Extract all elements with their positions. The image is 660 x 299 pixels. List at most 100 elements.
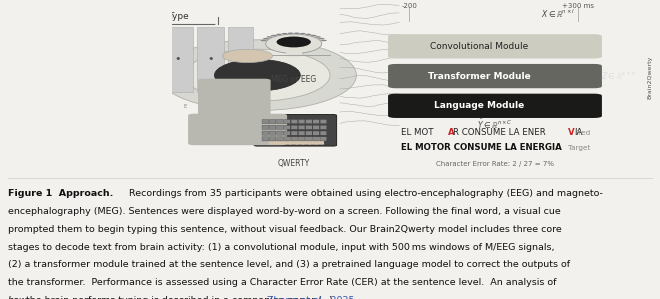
Text: the brain performs typing is described in a companion paper (: the brain performs typing is described i… xyxy=(23,296,322,299)
Text: Recordings from 35 participants were obtained using electro-encephalography (EEG: Recordings from 35 participants were obt… xyxy=(123,189,603,198)
Text: how: how xyxy=(8,296,28,299)
FancyBboxPatch shape xyxy=(269,131,276,135)
Text: Language Module: Language Module xyxy=(434,101,524,110)
Text: 128 sentences per session
5 – 8 words per sentence: 128 sentences per session 5 – 8 words pe… xyxy=(24,127,121,140)
Circle shape xyxy=(263,38,269,39)
FancyBboxPatch shape xyxy=(291,125,298,129)
FancyBboxPatch shape xyxy=(111,28,156,92)
Ellipse shape xyxy=(214,60,300,91)
FancyBboxPatch shape xyxy=(16,27,56,92)
FancyBboxPatch shape xyxy=(291,120,298,124)
Circle shape xyxy=(300,33,306,34)
Text: •: • xyxy=(174,54,181,65)
Text: EL: EL xyxy=(31,55,42,64)
FancyBboxPatch shape xyxy=(313,137,319,141)
Circle shape xyxy=(315,36,321,38)
Circle shape xyxy=(306,34,312,35)
FancyBboxPatch shape xyxy=(277,137,283,141)
FancyBboxPatch shape xyxy=(289,137,298,145)
Text: •: • xyxy=(237,54,244,65)
FancyBboxPatch shape xyxy=(262,120,269,124)
FancyBboxPatch shape xyxy=(284,125,290,129)
Text: MEG or EEG: MEG or EEG xyxy=(271,75,316,84)
FancyBboxPatch shape xyxy=(302,137,311,145)
FancyBboxPatch shape xyxy=(12,28,51,93)
FancyBboxPatch shape xyxy=(320,137,327,141)
Text: Zhang et al., 2025: Zhang et al., 2025 xyxy=(267,296,355,299)
FancyBboxPatch shape xyxy=(388,64,602,88)
FancyBboxPatch shape xyxy=(306,131,312,135)
Text: Target: Target xyxy=(568,145,591,151)
FancyBboxPatch shape xyxy=(198,79,271,121)
FancyBboxPatch shape xyxy=(388,34,602,59)
FancyBboxPatch shape xyxy=(320,120,327,124)
Text: IA: IA xyxy=(574,129,583,138)
Text: EL MOTOR CONSUME LA ENERGIA: EL MOTOR CONSUME LA ENERGIA xyxy=(401,143,562,152)
Text: Brain2Qwerty: Brain2Qwerty xyxy=(647,55,653,99)
FancyBboxPatch shape xyxy=(291,137,298,141)
Ellipse shape xyxy=(277,36,311,48)
FancyBboxPatch shape xyxy=(306,125,312,129)
FancyBboxPatch shape xyxy=(282,137,291,145)
Circle shape xyxy=(271,35,277,36)
FancyBboxPatch shape xyxy=(298,125,305,129)
Text: prompted them to begin typing this sentence, without visual feedback. Our Brain2: prompted them to begin typing this sente… xyxy=(8,225,562,234)
FancyBboxPatch shape xyxy=(320,125,327,129)
FancyBboxPatch shape xyxy=(298,120,305,124)
Text: •: • xyxy=(207,54,214,65)
FancyBboxPatch shape xyxy=(58,28,108,92)
Circle shape xyxy=(294,33,300,34)
FancyBboxPatch shape xyxy=(298,137,305,141)
Text: 1.5 s: 1.5 s xyxy=(150,104,164,109)
Text: $\hat{Y} \in \mathbb{R}^{n\times C}$: $\hat{Y} \in \mathbb{R}^{n\times C}$ xyxy=(477,116,513,131)
Text: encephalography (MEG). Sentences were displayed word-by-word on a screen. Follow: encephalography (MEG). Sentences were di… xyxy=(8,207,560,216)
FancyBboxPatch shape xyxy=(313,131,319,135)
FancyBboxPatch shape xyxy=(286,50,302,57)
FancyBboxPatch shape xyxy=(313,125,319,129)
Circle shape xyxy=(321,40,327,41)
FancyBboxPatch shape xyxy=(296,137,304,145)
Circle shape xyxy=(282,33,288,34)
FancyBboxPatch shape xyxy=(320,131,327,135)
Text: Transformer Module: Transformer Module xyxy=(428,71,531,81)
Circle shape xyxy=(222,49,273,62)
Text: Type: Type xyxy=(168,12,189,21)
FancyBboxPatch shape xyxy=(269,125,276,129)
Circle shape xyxy=(318,38,324,39)
FancyBboxPatch shape xyxy=(388,94,602,118)
Text: E: E xyxy=(183,104,187,109)
Circle shape xyxy=(288,33,294,34)
Text: V: V xyxy=(568,129,575,138)
Ellipse shape xyxy=(158,40,356,111)
Text: stages to decode text from brain activity: (1) a convolutional module, input wit: stages to decode text from brain activit… xyxy=(8,242,554,252)
Text: (2) a transformer module trained at the sentence level, and (3) a pretrained lan: (2) a transformer module trained at the … xyxy=(8,260,570,269)
FancyBboxPatch shape xyxy=(315,137,324,145)
Circle shape xyxy=(261,40,267,41)
Text: 0.565+0.1s: 0.565+0.1s xyxy=(108,104,140,109)
Text: 0.565: 0.565 xyxy=(16,104,32,109)
Text: Read: Read xyxy=(45,12,67,21)
Text: EL MOT: EL MOT xyxy=(401,129,434,138)
FancyBboxPatch shape xyxy=(306,137,312,141)
FancyBboxPatch shape xyxy=(276,137,284,145)
Text: $Z \in \mathbb{R}^{s\times h}$: $Z \in \mathbb{R}^{s\times h}$ xyxy=(601,70,636,82)
FancyBboxPatch shape xyxy=(114,27,158,92)
Text: Convolutional Module: Convolutional Module xyxy=(430,42,528,51)
FancyBboxPatch shape xyxy=(228,27,253,92)
Text: QWERTY: QWERTY xyxy=(278,159,310,168)
FancyBboxPatch shape xyxy=(109,28,154,93)
FancyBboxPatch shape xyxy=(277,125,283,129)
Ellipse shape xyxy=(265,34,322,53)
FancyBboxPatch shape xyxy=(277,120,283,124)
Text: Character Error Rate: 2 / 27 = 7%: Character Error Rate: 2 / 27 = 7% xyxy=(436,161,554,167)
FancyBboxPatch shape xyxy=(269,137,278,145)
FancyBboxPatch shape xyxy=(56,28,106,93)
FancyBboxPatch shape xyxy=(284,120,290,124)
Text: R CONSUME LA ENER: R CONSUME LA ENER xyxy=(453,129,546,138)
FancyBboxPatch shape xyxy=(197,27,224,92)
FancyBboxPatch shape xyxy=(284,137,290,141)
FancyBboxPatch shape xyxy=(291,131,298,135)
FancyBboxPatch shape xyxy=(309,137,317,145)
Text: MOTO
CONSUME: MOTO CONSUME xyxy=(64,50,107,69)
FancyBboxPatch shape xyxy=(269,120,276,124)
